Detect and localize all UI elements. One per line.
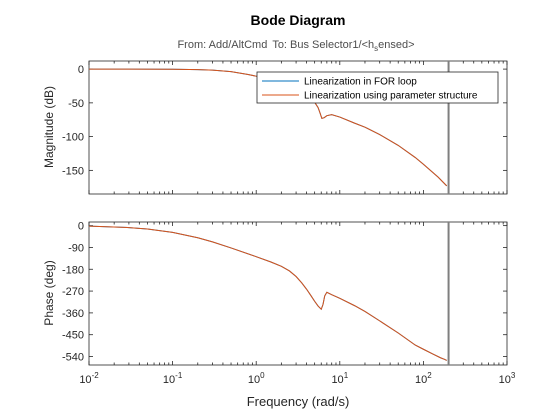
x-tick-label: 10-2: [79, 371, 99, 386]
chart-subtitle: From: Add/AltCmd To: Bus Selector1/<hsens…: [177, 39, 414, 53]
phase-ylabel: Phase (deg): [42, 260, 56, 325]
magnitude-ticks: 0 -50 -100 -150: [62, 61, 508, 194]
x-tick-label: 100: [248, 371, 265, 386]
chart-title: Bode Diagram: [251, 12, 346, 28]
legend-box: [256, 71, 499, 104]
y-tick-label: -540: [62, 352, 84, 364]
y-tick-label: -270: [62, 286, 84, 298]
subtitle-subscript: s: [374, 44, 378, 53]
legend-label-parameter-structure: Linearization using parameter structure: [304, 91, 478, 102]
phase-ticks: 0 -90 -180 -270 -360 -450 -540: [62, 221, 508, 365]
phase-axes-box: [88, 221, 508, 366]
x-tick-label: 101: [331, 371, 348, 386]
x-tick-labels: 10-2 10-1 100 101 102 103: [79, 371, 516, 386]
y-tick-label: -100: [62, 132, 84, 144]
magnitude-ylabel: Magnitude (dB): [42, 86, 56, 168]
legend-label-for-loop: Linearization in FOR loop: [304, 77, 417, 88]
y-tick-label: 0: [78, 64, 84, 76]
x-axis-label: Frequency (rad/s): [247, 394, 350, 409]
phase-series: [88, 225, 447, 361]
legend: Linearization in FOR loop Linearization …: [256, 71, 499, 104]
series-line-parameter-structure: [89, 68, 448, 187]
x-tick-label: 10-1: [163, 371, 183, 386]
y-tick-label: -360: [62, 308, 84, 320]
y-tick-label: -180: [62, 264, 84, 276]
series-line-parameter-structure: [88, 225, 447, 361]
y-tick-label: -450: [62, 330, 84, 342]
y-tick-label: -150: [62, 165, 84, 177]
magnitude-series: [89, 68, 448, 187]
subtitle-end: ensed>: [378, 39, 414, 51]
x-tick-label: 103: [499, 371, 516, 386]
subtitle-to: To: Bus Selector1/<h: [272, 39, 374, 51]
y-tick-label: -50: [68, 98, 84, 110]
y-tick-label: -90: [68, 242, 84, 254]
subtitle-from: From: Add/AltCmd: [177, 39, 267, 51]
y-tick-label: 0: [78, 221, 84, 233]
phase-axes: 0 -90 -180 -270 -360 -450 -540: [62, 221, 508, 366]
x-tick-label: 102: [415, 371, 432, 386]
